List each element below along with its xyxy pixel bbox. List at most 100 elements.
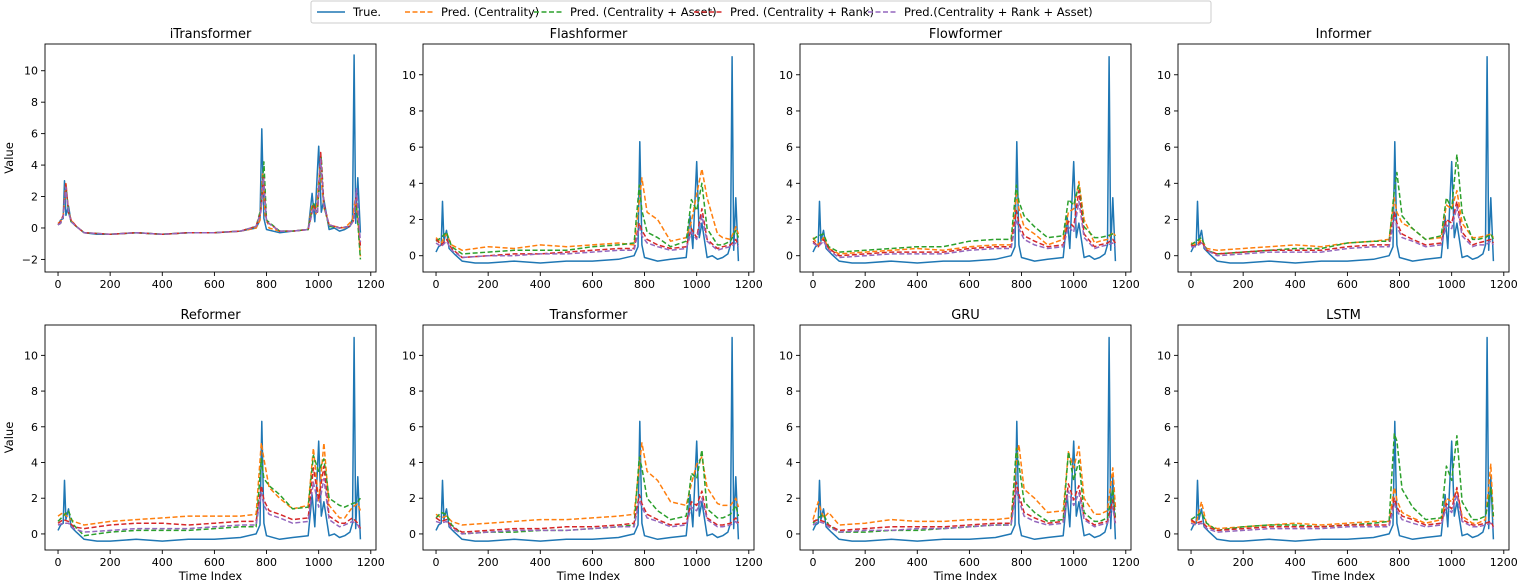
subplot-title: iTransformer xyxy=(170,27,252,42)
x-tick-label: 1000 xyxy=(1438,278,1466,291)
y-tick-label: 2 xyxy=(31,191,38,204)
y-tick-label: 0 xyxy=(1164,528,1171,541)
x-tick-label: 0 xyxy=(1188,556,1195,569)
y-tick-label: 10 xyxy=(402,69,416,82)
x-tick-label: 800 xyxy=(1389,278,1410,291)
axes-frame xyxy=(799,43,1132,273)
series-line-3 xyxy=(435,490,740,533)
x-tick-label: 0 xyxy=(55,278,62,291)
series-line-1 xyxy=(812,180,1117,255)
x-tick-label: 200 xyxy=(1233,278,1254,291)
x-tick-label: 800 xyxy=(1011,556,1032,569)
x-tick-label: 200 xyxy=(478,278,499,291)
axes-frame xyxy=(1177,43,1510,273)
plot-area xyxy=(57,54,362,260)
x-axis-label: Time Index xyxy=(933,569,998,583)
series-line-4 xyxy=(435,497,740,535)
y-tick-label: 10 xyxy=(402,349,416,362)
y-tick-label: 8 xyxy=(1164,385,1171,398)
y-tick-label: 6 xyxy=(786,141,793,154)
subplot-informer: 0 200 400 600 800 1000 1200 0 2 4 6 8 10 Informer xyxy=(1157,27,1518,291)
series-line-0 xyxy=(435,336,740,542)
x-tick-label: 600 xyxy=(582,278,603,291)
legend-label: Pred. (Centrality + Asset) xyxy=(570,5,717,19)
series-line-1 xyxy=(57,442,362,526)
x-tick-label: 1200 xyxy=(1490,278,1518,291)
x-tick-label: 1200 xyxy=(357,278,385,291)
series-line-0 xyxy=(812,336,1117,542)
y-tick-label: 4 xyxy=(1164,457,1171,470)
x-tick-label: 800 xyxy=(256,278,277,291)
y-tick-label: 4 xyxy=(409,457,416,470)
subplot-flowformer: 0 200 400 600 800 1000 1200 0 2 4 6 8 10 Flowformer xyxy=(779,27,1140,291)
plot-area xyxy=(812,336,1117,542)
series-line-4 xyxy=(812,488,1117,533)
y-tick-label: 10 xyxy=(24,349,38,362)
x-tick-label: 200 xyxy=(855,556,876,569)
x-tick-label: 200 xyxy=(1233,556,1254,569)
legend-label: True. xyxy=(352,5,381,19)
x-axis-label: Time Index xyxy=(556,569,621,583)
series-line-0 xyxy=(1190,55,1495,264)
subplot-gru: 0 200 400 600 800 1000 1200 0 2 4 6 8 10 GRU Time Inde… xyxy=(779,308,1140,583)
subplot-title: Reformer xyxy=(180,308,241,323)
y-tick-label: 10 xyxy=(1157,69,1171,82)
y-tick-label: 0 xyxy=(31,528,38,541)
x-tick-label: 800 xyxy=(634,556,655,569)
y-tick-label: 0 xyxy=(786,250,793,263)
subplot-transformer: 0 200 400 600 800 1000 1200 0 2 4 6 8 10 Transformer T… xyxy=(402,308,763,583)
subplot-lstm: 0 200 400 600 800 1000 1200 0 2 4 6 8 10 LSTM Time Ind… xyxy=(1157,308,1518,583)
plot-area xyxy=(812,55,1117,264)
y-tick-label: 2 xyxy=(1164,492,1171,505)
x-tick-label: 1200 xyxy=(1490,556,1518,569)
y-tick-label: 8 xyxy=(1164,105,1171,118)
subplot-flashformer: 0 200 400 600 800 1000 1200 0 2 4 6 8 10 Flashformer xyxy=(402,27,763,291)
series-line-2 xyxy=(435,182,740,255)
x-tick-label: 800 xyxy=(1389,556,1410,569)
x-tick-label: 800 xyxy=(634,278,655,291)
plot-area xyxy=(1190,55,1495,264)
series-line-1 xyxy=(435,442,740,526)
y-tick-label: 0 xyxy=(31,222,38,235)
x-tick-label: 800 xyxy=(256,556,277,569)
y-tick-label: 2 xyxy=(786,214,793,227)
x-tick-label: 1200 xyxy=(357,556,385,569)
y-tick-label: 0 xyxy=(409,250,416,263)
series-line-4 xyxy=(1190,493,1495,533)
y-tick-label: 2 xyxy=(1164,214,1171,227)
y-tick-label: 4 xyxy=(1164,177,1171,190)
y-tick-label: 4 xyxy=(786,457,793,470)
axes-frame xyxy=(44,43,377,273)
series-line-1 xyxy=(812,443,1117,526)
axes-frame xyxy=(422,324,755,551)
y-tick-label: 10 xyxy=(779,349,793,362)
subplot-grid: 0 200 400 600 800 1000 1200−20246810iTransform… xyxy=(2,27,1518,583)
x-tick-label: 200 xyxy=(855,278,876,291)
axes-frame xyxy=(1177,324,1510,551)
x-tick-label: 400 xyxy=(1285,556,1306,569)
series-line-1 xyxy=(435,168,740,252)
series-line-0 xyxy=(57,336,362,542)
x-tick-label: 1000 xyxy=(1438,556,1466,569)
y-tick-label: 2 xyxy=(409,214,416,227)
x-tick-label: 1000 xyxy=(1060,278,1088,291)
x-tick-label: 200 xyxy=(100,278,121,291)
axes-frame xyxy=(422,43,755,273)
series-line-0 xyxy=(1190,336,1495,542)
x-tick-label: 400 xyxy=(530,278,551,291)
y-axis-label: Value xyxy=(2,142,16,174)
y-tick-label: 6 xyxy=(31,128,38,141)
axes-frame xyxy=(799,324,1132,551)
x-axis-label: Time Index xyxy=(178,569,243,583)
x-tick-label: 600 xyxy=(1337,278,1358,291)
x-tick-label: 1200 xyxy=(735,556,763,569)
x-tick-label: 0 xyxy=(810,556,817,569)
series-line-3 xyxy=(1190,486,1495,532)
x-tick-label: 0 xyxy=(55,556,62,569)
x-tick-label: 1000 xyxy=(1060,556,1088,569)
plot-area xyxy=(57,336,362,542)
x-tick-label: 400 xyxy=(1285,278,1306,291)
series-line-3 xyxy=(812,481,1117,532)
x-tick-label: 0 xyxy=(1188,278,1195,291)
y-tick-label: 4 xyxy=(31,457,38,470)
